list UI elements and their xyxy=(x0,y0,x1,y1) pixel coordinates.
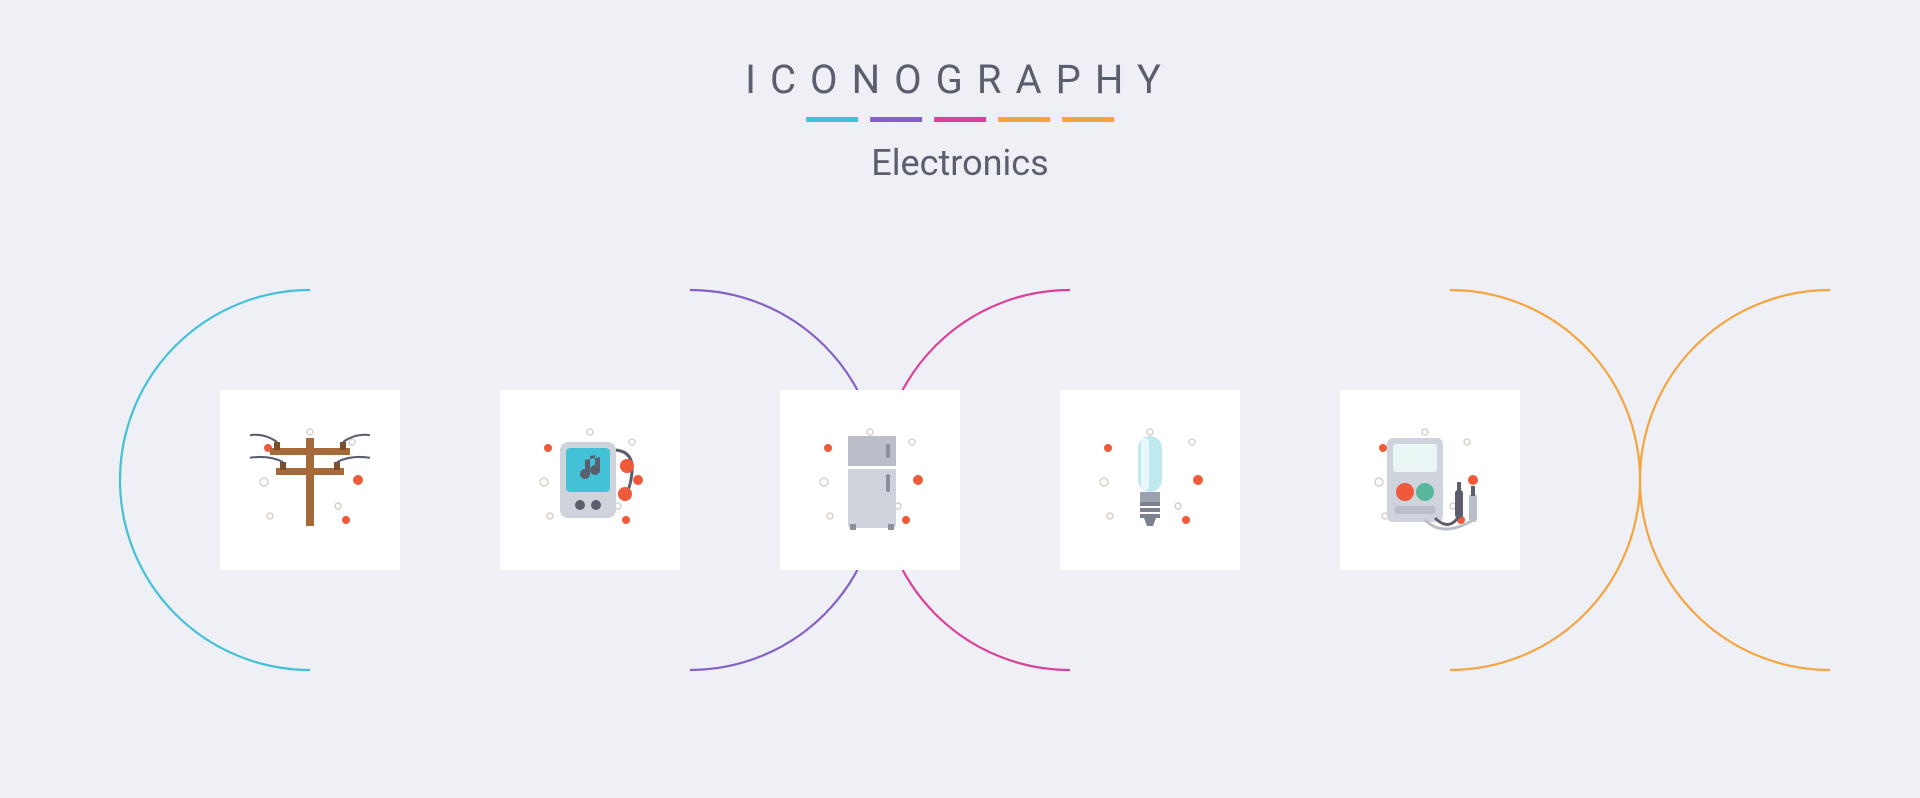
color-bar-3 xyxy=(934,117,986,122)
icon-card-music-player xyxy=(500,390,680,570)
color-bar-1 xyxy=(806,117,858,122)
light-bulb-icon xyxy=(1090,420,1210,540)
multimeter-icon xyxy=(1365,420,1495,540)
color-bar-row xyxy=(745,117,1175,122)
icon-card-refrigerator xyxy=(780,390,960,570)
music-player-icon xyxy=(530,420,650,540)
icon-card-power-pole xyxy=(220,390,400,570)
color-bar-5 xyxy=(1062,117,1114,122)
infographic-stage: ICONOGRAPHY Electronics xyxy=(0,0,1920,798)
refrigerator-icon xyxy=(810,420,930,540)
color-bar-2 xyxy=(870,117,922,122)
power-pole-icon xyxy=(250,420,370,540)
main-title: ICONOGRAPHY xyxy=(745,56,1175,103)
icon-card-multimeter xyxy=(1340,390,1520,570)
icon-card-light-bulb xyxy=(1060,390,1240,570)
header-block: ICONOGRAPHY Electronics xyxy=(745,56,1175,184)
sub-title: Electronics xyxy=(745,142,1175,184)
color-bar-4 xyxy=(998,117,1050,122)
